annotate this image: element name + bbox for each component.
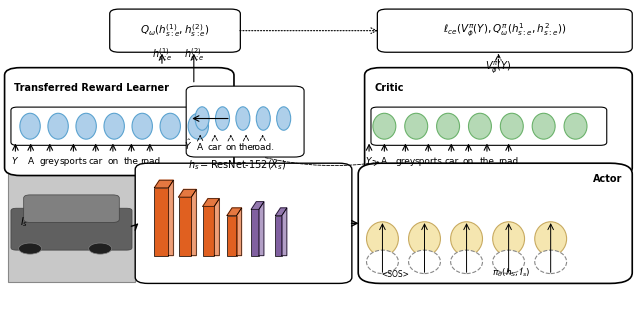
Ellipse shape — [76, 113, 97, 139]
Polygon shape — [259, 202, 264, 256]
FancyBboxPatch shape — [154, 188, 168, 256]
Ellipse shape — [216, 107, 230, 130]
Ellipse shape — [535, 250, 566, 274]
Ellipse shape — [188, 113, 209, 139]
Text: A: A — [28, 157, 34, 166]
Ellipse shape — [564, 113, 587, 139]
FancyBboxPatch shape — [186, 86, 304, 157]
Text: A: A — [381, 157, 387, 166]
Polygon shape — [191, 189, 196, 256]
Ellipse shape — [195, 107, 209, 130]
FancyBboxPatch shape — [8, 171, 135, 282]
Circle shape — [19, 243, 42, 254]
FancyBboxPatch shape — [11, 208, 132, 250]
Text: $V_{\phi}^{\pi}(Y)$: $V_{\phi}^{\pi}(Y)$ — [485, 59, 512, 75]
Ellipse shape — [48, 113, 68, 139]
Text: car: car — [444, 157, 458, 166]
Text: sports: sports — [60, 157, 87, 166]
Text: $Y$: $Y$ — [365, 155, 373, 166]
Text: road: road — [140, 157, 160, 166]
Text: road: road — [499, 157, 519, 166]
Polygon shape — [203, 199, 220, 207]
Ellipse shape — [493, 250, 525, 274]
Text: sports: sports — [414, 157, 442, 166]
Text: $\hat{Y}$: $\hat{Y}$ — [184, 138, 192, 152]
Polygon shape — [282, 208, 287, 256]
Text: Actor: Actor — [593, 174, 623, 184]
Text: $h_s = \mathrm{ResNet\text{-}152}(X_s)$: $h_s = \mathrm{ResNet\text{-}152}(X_s)$ — [188, 159, 286, 173]
Text: $h_{s:e}^{(1)}$: $h_{s:e}^{(1)}$ — [152, 46, 172, 63]
FancyBboxPatch shape — [11, 107, 219, 145]
Ellipse shape — [160, 113, 180, 139]
Text: the: the — [239, 143, 253, 152]
Polygon shape — [275, 208, 287, 216]
Text: on: on — [463, 157, 474, 166]
Text: road.: road. — [251, 143, 274, 152]
Ellipse shape — [408, 250, 440, 274]
Ellipse shape — [404, 113, 428, 139]
FancyBboxPatch shape — [275, 216, 282, 256]
Polygon shape — [227, 208, 242, 216]
FancyBboxPatch shape — [109, 9, 241, 52]
Text: on: on — [108, 157, 118, 166]
Ellipse shape — [500, 113, 524, 139]
Ellipse shape — [468, 113, 492, 139]
FancyBboxPatch shape — [4, 68, 234, 175]
Text: grey: grey — [396, 157, 415, 166]
FancyBboxPatch shape — [365, 68, 632, 175]
Circle shape — [89, 243, 111, 254]
Ellipse shape — [451, 222, 483, 256]
Text: grey: grey — [40, 157, 60, 166]
Ellipse shape — [532, 113, 555, 139]
Ellipse shape — [132, 113, 152, 139]
Ellipse shape — [408, 222, 440, 256]
Ellipse shape — [367, 250, 398, 274]
Text: Transferred Reward Learner: Transferred Reward Learner — [14, 83, 169, 93]
Polygon shape — [251, 202, 264, 209]
FancyBboxPatch shape — [135, 163, 352, 283]
FancyBboxPatch shape — [251, 209, 259, 256]
Text: the: the — [479, 157, 495, 166]
Polygon shape — [154, 180, 173, 188]
FancyBboxPatch shape — [24, 195, 119, 222]
Ellipse shape — [493, 222, 525, 256]
FancyBboxPatch shape — [358, 163, 632, 283]
Ellipse shape — [256, 107, 270, 130]
Ellipse shape — [276, 107, 291, 130]
Polygon shape — [168, 180, 173, 256]
Text: $Y$: $Y$ — [12, 155, 19, 166]
Polygon shape — [214, 199, 220, 256]
Ellipse shape — [367, 222, 398, 256]
Text: A: A — [197, 143, 204, 152]
Text: car: car — [88, 157, 103, 166]
FancyBboxPatch shape — [179, 197, 191, 256]
FancyBboxPatch shape — [378, 9, 632, 52]
Polygon shape — [179, 189, 196, 197]
Ellipse shape — [373, 113, 396, 139]
FancyBboxPatch shape — [203, 207, 214, 256]
Text: $h_{s:e}^{(2)}$: $h_{s:e}^{(2)}$ — [184, 46, 204, 63]
Text: on: on — [225, 143, 236, 152]
Ellipse shape — [535, 222, 566, 256]
Polygon shape — [237, 208, 242, 256]
FancyBboxPatch shape — [371, 107, 607, 145]
Text: $I_s$: $I_s$ — [20, 215, 28, 229]
Text: the: the — [124, 157, 139, 166]
Ellipse shape — [236, 107, 250, 130]
Ellipse shape — [20, 113, 40, 139]
Text: Critic: Critic — [374, 83, 404, 93]
Text: $\pi_{\theta}(h_S, I_s)$: $\pi_{\theta}(h_S, I_s)$ — [492, 267, 531, 279]
Text: $Q_{\omega}(h_{s:e}^{(1)}, h_{s:e}^{(2)})$: $Q_{\omega}(h_{s:e}^{(1)}, h_{s:e}^{(2)}… — [140, 22, 210, 39]
Ellipse shape — [104, 113, 124, 139]
FancyBboxPatch shape — [227, 216, 237, 256]
Ellipse shape — [451, 250, 483, 274]
Text: <SOS>: <SOS> — [381, 270, 409, 279]
Text: car: car — [208, 143, 222, 152]
Text: $\ell_{ce}(V_{\phi}^{\pi}(Y), Q_{\omega}^{\pi}(h_{s:e}^{1}, h_{s:e}^{2}))$: $\ell_{ce}(V_{\phi}^{\pi}(Y), Q_{\omega}… — [443, 22, 566, 39]
Ellipse shape — [436, 113, 460, 139]
